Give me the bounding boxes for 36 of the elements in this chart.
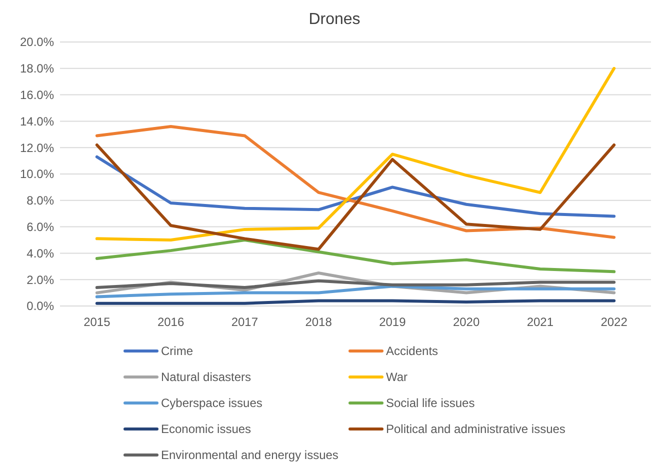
x-tick-label: 2017 — [231, 315, 258, 329]
legend-label: Economic issues — [161, 422, 252, 436]
y-tick-label: 8.0% — [26, 194, 54, 208]
x-tick-label: 2018 — [305, 315, 332, 329]
chart-title: Drones — [308, 11, 360, 28]
x-tick-label: 2019 — [379, 315, 406, 329]
x-tick-label: 2016 — [157, 315, 184, 329]
y-tick-label: 0.0% — [26, 299, 54, 314]
line-series — [95, 279, 616, 290]
legend-label: War — [386, 370, 408, 384]
line-series — [95, 66, 616, 242]
line-series — [95, 124, 616, 239]
y-tick-label: 12.0% — [20, 140, 54, 155]
line-series — [95, 238, 616, 274]
y-tick-label: 2.0% — [26, 272, 54, 287]
legend-label: Political and administrative issues — [386, 422, 566, 436]
y-tick-label: 6.0% — [26, 220, 54, 234]
y-tick-label: 10.0% — [20, 167, 54, 182]
legend-label: Crime — [161, 344, 194, 358]
x-tick-label: 2021 — [526, 315, 554, 329]
line-series — [95, 284, 616, 298]
y-tick-label: 16.0% — [20, 88, 54, 102]
line-series — [95, 143, 616, 251]
x-tick-label: 2022 — [600, 315, 628, 329]
legend-label: Accidents — [386, 344, 438, 358]
y-tick-label: 14.0% — [20, 114, 54, 128]
legend-label: Cyberspace issues — [161, 396, 262, 410]
legend-label: Natural disasters — [161, 370, 252, 384]
legend-label: Environmental and energy issues — [161, 448, 338, 462]
y-tick-label: 20.0% — [20, 35, 54, 50]
x-tick-label: 2020 — [452, 315, 480, 329]
x-tick-label: 2015 — [84, 315, 111, 329]
legend-label: Social life issues — [386, 396, 475, 410]
y-tick-label: 4.0% — [26, 246, 54, 260]
y-tick-label: 18.0% — [20, 62, 54, 76]
line-series — [95, 155, 616, 218]
